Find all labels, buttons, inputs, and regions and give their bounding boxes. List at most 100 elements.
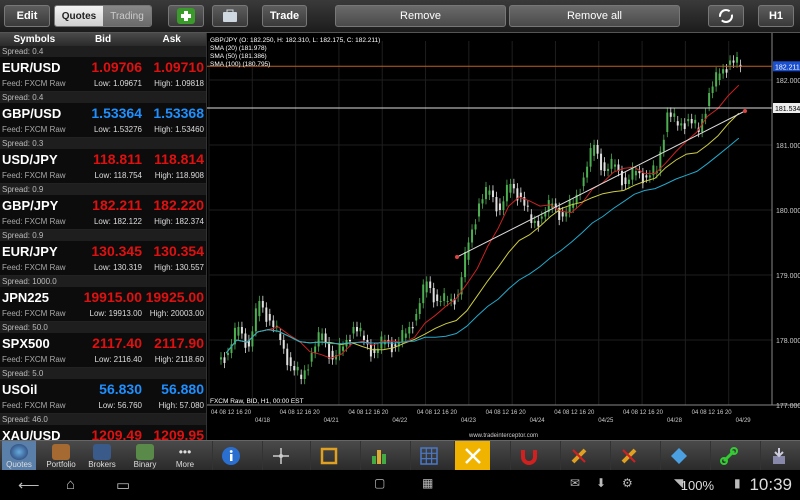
feed-label: Feed: FXCM Raw — [2, 401, 66, 410]
timeframe-button[interactable]: H1 — [758, 5, 794, 27]
back-icon[interactable]: ⟵ — [18, 477, 40, 494]
tab-quotes[interactable]: Quotes — [55, 6, 103, 26]
quote-row[interactable]: Spread: 0.4 GBP/USD 1.53364 1.53368 Feed: FX… — [0, 92, 206, 138]
rectangle-tool[interactable] — [310, 441, 346, 471]
candle-body — [478, 203, 481, 217]
feed-label: Feed: FXCM Raw — [2, 79, 66, 88]
candle-body — [296, 366, 299, 371]
magnet-tool[interactable] — [510, 441, 546, 471]
quote-row[interactable]: Spread: 0.4 EUR/USD 1.09706 1.09710 Feed: FX… — [0, 46, 206, 92]
ask-price[interactable]: 1.53368 — [153, 105, 204, 121]
quote-row[interactable]: Spread: 46.0 XAU/USD 1209.49 1209.95 — [0, 414, 206, 440]
bid-price[interactable]: 2117.40 — [92, 335, 142, 351]
remove-button[interactable]: Remove — [335, 5, 506, 27]
sma-line — [225, 84, 740, 359]
candle-body — [261, 301, 264, 308]
candle-body — [484, 187, 487, 200]
candle-body — [582, 177, 585, 187]
candle-body — [422, 284, 425, 304]
chart-legend-entry: GBP/JPY (O: 182.250, H: 182.310, L: 182.… — [210, 37, 380, 44]
eraser-tool[interactable] — [660, 441, 696, 471]
y-tick-label: 180.000 — [776, 208, 800, 215]
quote-row[interactable]: Spread: 0.9 EUR/JPY 130.345 130.354 Feed: FX… — [0, 230, 206, 276]
ask-price[interactable]: 1209.95 — [153, 427, 204, 440]
recent-apps-icon[interactable]: ▭ — [116, 477, 131, 494]
bid-price[interactable]: 1.53364 — [91, 105, 142, 121]
more-icon: ••• — [178, 444, 192, 459]
candle-body — [254, 308, 257, 332]
bid-price[interactable]: 1.09706 — [91, 59, 142, 75]
quote-row[interactable]: Spread: 1000.0 JPN225 19915.00 19925.00 Feed… — [0, 276, 206, 322]
x-date-label: 04/18 — [255, 418, 271, 424]
bid-price[interactable]: 19915.00 — [83, 289, 142, 305]
candle-body — [620, 171, 623, 186]
settings-status-icon: ⚙ — [622, 476, 633, 490]
candle-body — [394, 344, 397, 347]
crosshair-tool[interactable] — [262, 441, 298, 471]
ask-price[interactable]: 182.220 — [153, 197, 204, 213]
candle-body — [436, 294, 439, 301]
delete-drawing-tool[interactable] — [560, 441, 596, 471]
candle-body — [638, 171, 641, 174]
nav-quotes[interactable]: Quotes — [2, 441, 36, 471]
ask-price[interactable]: 1.09710 — [153, 59, 204, 75]
chart-canvas[interactable]: 182.000 181.000 180.000 179.000 178.000 177.0… — [207, 33, 800, 440]
bid-price[interactable]: 56.830 — [99, 381, 142, 397]
quote-row[interactable]: Spread: 0.3 USD/JPY 118.811 118.814 Feed: FX… — [0, 138, 206, 184]
nav-more[interactable]: ••• More — [168, 441, 202, 471]
candle-body — [572, 203, 575, 208]
candle-body — [603, 162, 606, 171]
candle-body — [600, 153, 603, 171]
quote-row[interactable]: Spread: 0.9 GBP/JPY 182.211 182.220 Feed: FX… — [0, 184, 206, 230]
x-hour-labels: 04 08 12 16 20 — [417, 410, 458, 416]
trade-button[interactable]: Trade — [262, 5, 307, 27]
indicators-tool[interactable] — [360, 441, 396, 471]
candle-body — [586, 166, 589, 178]
price-chart[interactable]: 182.000 181.000 180.000 179.000 178.000 177.0… — [207, 33, 800, 440]
refresh-button[interactable] — [708, 5, 744, 27]
drawing-tools[interactable] — [454, 441, 490, 471]
candle-body — [443, 293, 446, 301]
quote-row[interactable]: Spread: 50.0 SPX500 2117.40 2117.90 Feed: FX… — [0, 322, 206, 368]
low-price: Low: 56.760 — [98, 401, 142, 410]
bid-price[interactable]: 130.345 — [91, 243, 142, 259]
candle-body — [495, 197, 498, 212]
high-price: High: 182.374 — [154, 217, 204, 226]
remove-all-button[interactable]: Remove all — [509, 5, 680, 27]
ask-price[interactable]: 118.814 — [154, 151, 204, 167]
nav-binary[interactable]: Binary — [126, 441, 164, 471]
clear-tool[interactable] — [610, 441, 646, 471]
low-price: Low: 118.754 — [94, 171, 142, 180]
quote-row[interactable]: Spread: 5.0 USOil 56.830 56.880 Feed: FXCM R… — [0, 368, 206, 414]
ask-price[interactable]: 56.880 — [161, 381, 204, 397]
watermark: www.tradeinterceptor.com — [468, 433, 538, 439]
portfolio-icon — [52, 443, 70, 460]
link-tool[interactable] — [710, 441, 746, 471]
bid-price[interactable]: 1209.49 — [91, 427, 142, 440]
bid-price[interactable]: 182.211 — [92, 197, 142, 213]
ask-price[interactable]: 130.354 — [153, 243, 204, 259]
symbol-name: SPX500 — [2, 336, 50, 351]
candle-body — [439, 301, 442, 302]
grid-tool[interactable] — [410, 441, 446, 471]
info-tool[interactable] — [212, 441, 248, 471]
candle-body — [342, 346, 345, 351]
nav-portfolio[interactable]: Portfolio — [42, 441, 80, 471]
ask-price[interactable]: 2117.90 — [154, 335, 204, 351]
candle-body — [680, 123, 683, 126]
candle-body — [335, 355, 338, 360]
ask-price[interactable]: 19925.00 — [145, 289, 204, 305]
download-tool[interactable] — [760, 441, 796, 471]
edit-button[interactable]: Edit — [4, 5, 50, 27]
candle-body — [568, 200, 571, 213]
candle-body — [317, 332, 320, 347]
briefcase-button[interactable] — [212, 5, 248, 27]
tab-trading[interactable]: Trading — [103, 6, 151, 26]
candle-body — [530, 214, 533, 223]
nav-brokers[interactable]: Brokers — [84, 441, 120, 471]
candle-body — [338, 343, 341, 356]
home-icon[interactable]: ⌂ — [66, 476, 76, 493]
add-button[interactable] — [168, 5, 204, 27]
bid-price[interactable]: 118.811 — [92, 151, 142, 167]
candle-body — [247, 340, 250, 347]
